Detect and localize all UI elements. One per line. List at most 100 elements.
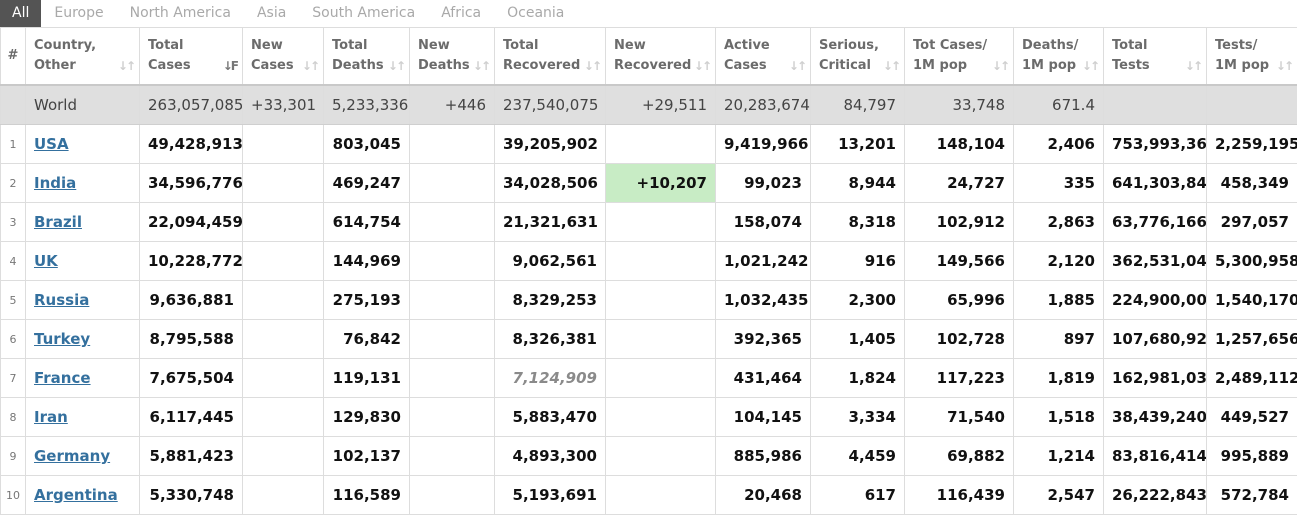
tab-all[interactable]: All [0,0,42,27]
total-deaths-cell: 803,045 [323,124,410,164]
sort-arrows-icon: ↓↑ [788,59,807,73]
new-deaths-cell [409,475,495,515]
deaths-per-1m-cell: 1,885 [1013,280,1104,320]
serious-critical-cell: 4,459 [810,436,905,476]
total-recovered-cell: 39,205,902 [494,124,606,164]
new-deaths-cell [409,163,495,203]
new-cases-cell [242,475,324,515]
tab-africa[interactable]: Africa [441,5,482,21]
cases-per-1m-cell: 148,104 [904,124,1014,164]
country-link[interactable]: Germany [34,447,111,465]
cases-per-1m-cell: 149,566 [904,241,1014,281]
new-cases-cell [242,124,324,164]
sort-arrows-icon: ↓↑ [1081,59,1100,73]
country-cell: Iran [25,397,140,437]
deaths-per-1m-cell: 2,406 [1013,124,1104,164]
new-deaths-cell [409,124,495,164]
deaths-per-1m-cell: 2,120 [1013,241,1104,281]
table-row: 9 Germany 5,881,423 102,137 4,893,300 885,986… [0,436,1297,476]
row-index: 9 [0,436,26,476]
country-link[interactable]: Argentina [34,486,118,504]
country-link[interactable]: India [34,174,77,192]
new-cases-cell [242,163,324,203]
tab-oceania[interactable]: Oceania [507,5,565,21]
new-cases-cell [242,202,324,242]
total-recovered-cell: 9,062,561 [494,241,606,281]
deaths-per-1m-cell: 1,214 [1013,436,1104,476]
deaths-per-1m-cell: 2,863 [1013,202,1104,242]
col-header-index[interactable]: # [0,27,26,86]
row-index: 10 [0,475,26,515]
col-header-total-tests[interactable]: Total Tests ↓↑ [1103,27,1207,86]
country-link[interactable]: UK [34,252,58,270]
total-tests-cell: 83,816,414 [1103,436,1207,476]
country-link[interactable]: Iran [34,408,68,426]
total-tests-cell: 63,776,166 [1103,202,1207,242]
new-recovered-cell [605,358,716,398]
table-header: # Country, Other ↓↑ Total Cases ↓F New Cases ↓… [0,27,1297,86]
col-header-new-deaths[interactable]: New Deaths ↓↑ [409,27,495,86]
col-header-total-deaths[interactable]: Total Deaths ↓↑ [323,27,410,86]
tab-asia[interactable]: Asia [256,5,287,21]
serious-critical-cell: 916 [810,241,905,281]
col-header-country[interactable]: Country, Other ↓↑ [25,27,140,86]
table-body: World 263,057,085 +33,301 5,233,336 +446… [0,84,1297,515]
cases-per-1m-cell: 71,540 [904,397,1014,437]
col-header-total-cases[interactable]: Total Cases ↓F [139,27,243,86]
serious-critical-cell: 13,201 [810,124,905,164]
row-index: 1 [0,124,26,164]
country-cell: Turkey [25,319,140,359]
tab-europe[interactable]: Europe [54,5,104,21]
active-cases-cell: 392,365 [715,319,811,359]
country-link[interactable]: Russia [34,291,90,309]
total-deaths-cell: 102,137 [323,436,410,476]
col-header-new-recovered[interactable]: New Recovered ↓↑ [605,27,716,86]
cases-per-1m-cell: 102,728 [904,319,1014,359]
tests-per-1m-cell: 5,300,958 [1206,241,1297,281]
sort-arrows-icon: ↓↑ [991,59,1010,73]
country-cell: Brazil [25,202,140,242]
country-link[interactable]: Turkey [34,330,91,348]
col-header-active-cases[interactable]: Active Cases ↓↑ [715,27,811,86]
active-cases-cell: 9,419,966 [715,124,811,164]
country-cell: Argentina [25,475,140,515]
col-header-new-cases[interactable]: New Cases ↓↑ [242,27,324,86]
cases-per-1m-cell: 24,727 [904,163,1014,203]
cases-per-1m-cell: 116,439 [904,475,1014,515]
country-link[interactable]: France [34,369,91,387]
country-link[interactable]: USA [34,135,69,153]
total-cases-cell: 10,228,772 [139,241,243,281]
new-deaths-cell [409,241,495,281]
col-header-cases-per-1m[interactable]: Tot Cases/1M pop ↓↑ [904,27,1014,86]
sort-arrows-icon: ↓↑ [387,59,406,73]
new-cases-cell [242,241,324,281]
col-header-tests-per-1m[interactable]: Tests/1M pop ↓↑ [1206,27,1297,86]
row-index: 3 [0,202,26,242]
country-cell: UK [25,241,140,281]
total-cases-cell: 9,636,881 [139,280,243,320]
serious-critical-cell: 8,318 [810,202,905,242]
country-link[interactable]: Brazil [34,213,82,231]
country-cell: India [25,163,140,203]
new-cases-cell [242,280,324,320]
col-header-deaths-per-1m[interactable]: Deaths/1M pop ↓↑ [1013,27,1104,86]
tab-south-america[interactable]: South America [312,5,416,21]
total-deaths-cell: 144,969 [323,241,410,281]
tab-north-america[interactable]: North America [129,5,231,21]
table-row: 6 Turkey 8,795,588 76,842 8,326,381 392,365 1,… [0,319,1297,359]
row-index: 2 [0,163,26,203]
new-cases-cell [242,397,324,437]
cases-per-1m-cell: 102,912 [904,202,1014,242]
col-header-serious-critical[interactable]: Serious, Critical ↓↑ [810,27,905,86]
col-header-total-recovered[interactable]: Total Recovered ↓↑ [494,27,606,86]
active-cases-cell: 158,074 [715,202,811,242]
deaths-per-1m-cell: 2,547 [1013,475,1104,515]
tests-per-1m-cell: 995,889 [1206,436,1297,476]
new-cases-cell [242,319,324,359]
new-recovered-cell [605,124,716,164]
cases-per-1m-cell: 65,996 [904,280,1014,320]
row-index: 8 [0,397,26,437]
serious-critical-cell: 1,824 [810,358,905,398]
table-row: 4 UK 10,228,772 144,969 9,062,561 1,021,242 91… [0,241,1297,281]
new-deaths-cell [409,397,495,437]
